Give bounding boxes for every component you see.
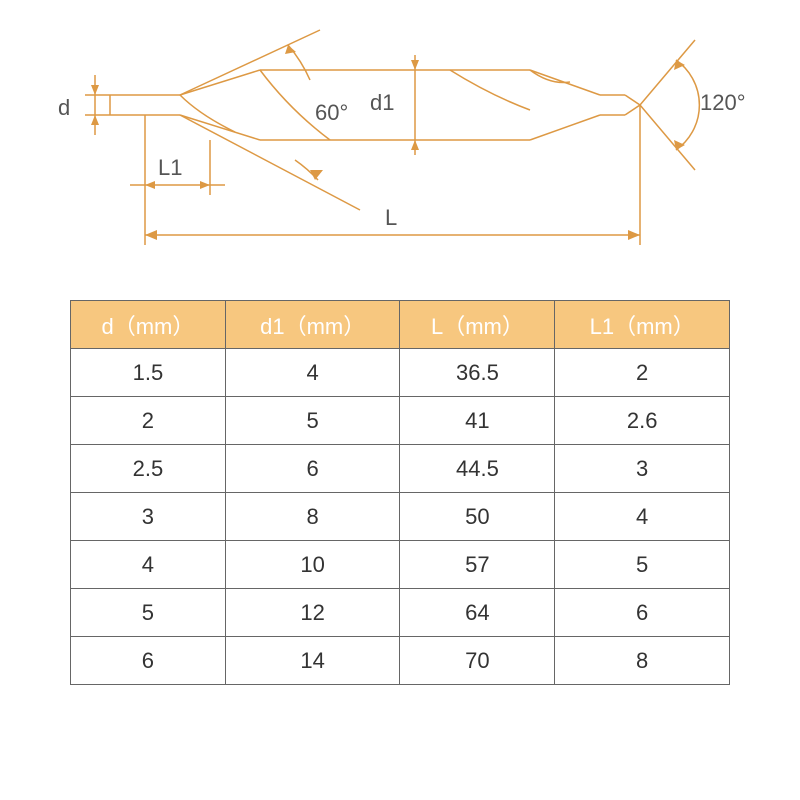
- label-L: L: [385, 205, 397, 231]
- table-row: 512646: [71, 589, 730, 637]
- table-header-row: d（mm） d1（mm） L（mm） L1（mm）: [71, 301, 730, 349]
- table-cell: 50: [400, 493, 555, 541]
- table-cell: 6: [225, 445, 400, 493]
- label-d: d: [58, 95, 70, 121]
- table-row: 38504: [71, 493, 730, 541]
- spec-table: d（mm） d1（mm） L（mm） L1（mm） 1.5436.5225412…: [70, 300, 730, 685]
- table-cell: 8: [225, 493, 400, 541]
- table-cell: 64: [400, 589, 555, 637]
- col-d: d（mm）: [71, 301, 226, 349]
- table-cell: 36.5: [400, 349, 555, 397]
- table-cell: 5: [71, 589, 226, 637]
- table-row: 25412.6: [71, 397, 730, 445]
- label-angle120: 120°: [700, 90, 746, 116]
- table-cell: 4: [555, 493, 730, 541]
- table-cell: 5: [555, 541, 730, 589]
- col-d1: d1（mm）: [225, 301, 400, 349]
- col-L: L（mm）: [400, 301, 555, 349]
- table-cell: 2: [71, 397, 226, 445]
- table-cell: 5: [225, 397, 400, 445]
- label-L1: L1: [158, 155, 182, 181]
- table-cell: 2.5: [71, 445, 226, 493]
- table-cell: 4: [225, 349, 400, 397]
- table-cell: 10: [225, 541, 400, 589]
- table-row: 1.5436.52: [71, 349, 730, 397]
- table-cell: 70: [400, 637, 555, 685]
- label-d1: d1: [370, 90, 394, 116]
- table-row: 2.5644.53: [71, 445, 730, 493]
- table-cell: 41: [400, 397, 555, 445]
- table-cell: 57: [400, 541, 555, 589]
- table-cell: 4: [71, 541, 226, 589]
- label-angle60: 60°: [315, 100, 348, 126]
- spec-table-container: d（mm） d1（mm） L（mm） L1（mm） 1.5436.5225412…: [70, 300, 730, 685]
- table-cell: 6: [555, 589, 730, 637]
- table-cell: 14: [225, 637, 400, 685]
- table-row: 410575: [71, 541, 730, 589]
- table-cell: 8: [555, 637, 730, 685]
- table-cell: 2: [555, 349, 730, 397]
- technical-diagram: d d1 60° 120° L1 L: [60, 20, 740, 270]
- table-cell: 3: [71, 493, 226, 541]
- table-cell: 3: [555, 445, 730, 493]
- table-cell: 1.5: [71, 349, 226, 397]
- col-L1: L1（mm）: [555, 301, 730, 349]
- table-row: 614708: [71, 637, 730, 685]
- table-cell: 44.5: [400, 445, 555, 493]
- table-cell: 12: [225, 589, 400, 637]
- table-cell: 2.6: [555, 397, 730, 445]
- table-cell: 6: [71, 637, 226, 685]
